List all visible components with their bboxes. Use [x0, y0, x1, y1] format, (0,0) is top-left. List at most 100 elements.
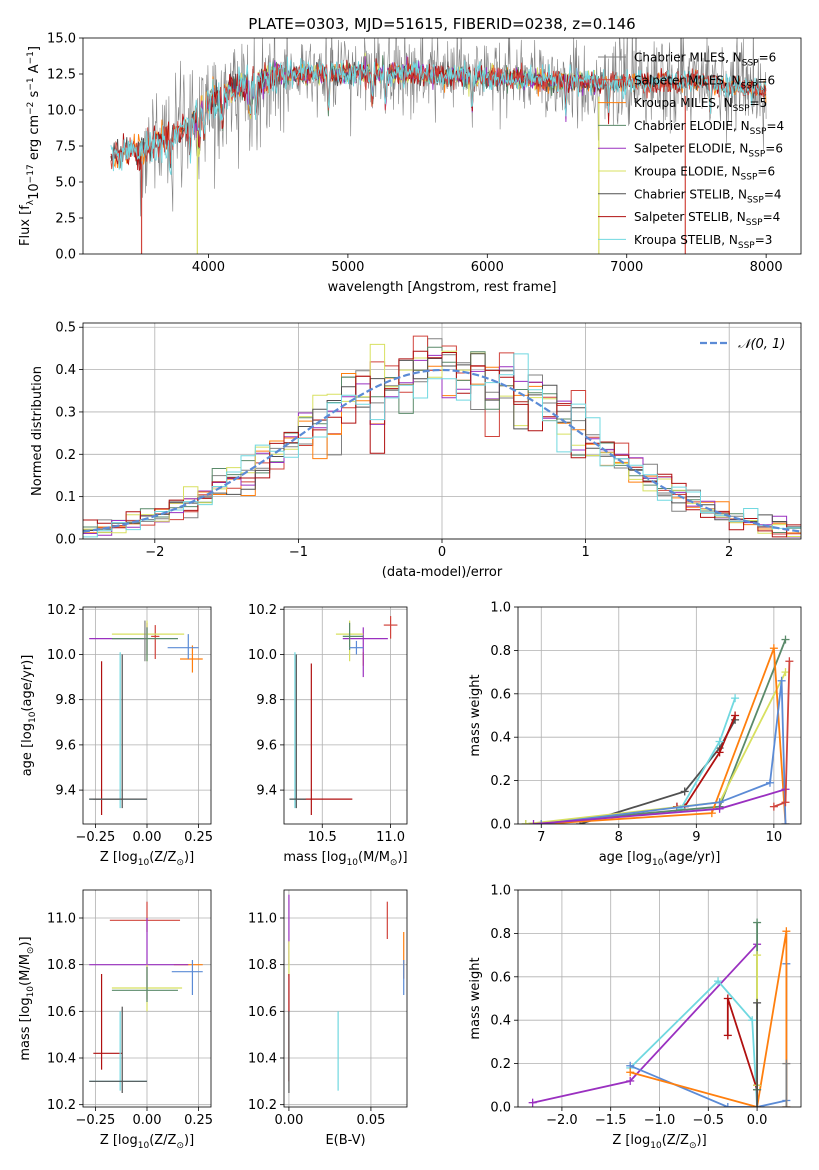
mass-vs-EBV-points: [288, 894, 405, 1093]
y-tick-label: 10.2: [47, 1098, 76, 1113]
legend-label-part: SSP: [741, 81, 758, 91]
y-tick-label: 0.1: [55, 490, 76, 505]
age-vs-mass-xlabel-part: )]: [397, 850, 407, 865]
y-tick-label: 10.0: [47, 648, 76, 663]
weight-vs-Z-series: [528, 918, 791, 1107]
legend-label: Kroupa MILES, NSSP=5: [634, 96, 767, 114]
x-tick-label: −1: [289, 545, 308, 560]
residual-series-group: [83, 335, 801, 538]
y-tick-label: 9.6: [256, 738, 277, 753]
spectrum-panel: 4000 5000 6000 7000 8000 0.0 2.5 5.0 7.5 10.0 12.5…: [18, 32, 802, 295]
legend-label-normal: 𝒩(0, 1): [738, 337, 785, 352]
x-tick-label: 0.0: [747, 1113, 768, 1128]
x-tick-label: 0.00: [133, 1113, 162, 1128]
mass-vs-Z-ylabel-part: (M/M: [18, 954, 33, 986]
y-tick-label: 0.6: [490, 687, 511, 702]
legend-label: Salpeter STELIB, NSSP=4: [634, 210, 780, 228]
x-tick-label: 0.25: [184, 830, 213, 845]
age-vs-z-panel: −0.25 0.00 0.259.49.69.810.010.2Z [log10(Z…: [20, 603, 213, 868]
weight-vs-z-panel: −2.0 −1.5 −1.0 −0.5 0.0 0.0 0.2 0.4 0.6 0.8 1.0 Z […: [468, 884, 802, 1151]
weight-vs-Z-xlabel-part: ⊙: [689, 1141, 697, 1151]
mass-vs-Z-xlabel-part: Z [log: [100, 1133, 138, 1148]
legend-label-part: SSP: [750, 127, 767, 137]
x-tick-label: −0.25: [75, 1113, 115, 1128]
mass-vs-Z-xlabel: Z [log10(Z/Z⊙)]: [100, 1133, 194, 1151]
y-tick-label: 0.6: [490, 970, 511, 985]
mass-vs-EBV-xlabel: E(B-V): [325, 1133, 365, 1148]
x-tick-label: 0.25: [184, 1113, 213, 1128]
legend-label-part: Kroupa STELIB, N: [634, 233, 738, 247]
age-vs-Z-xlabel: Z [log10(Z/Z⊙)]: [100, 850, 194, 868]
weight-line-kroupa-stelib: [629, 979, 758, 1107]
y-tick-label: 10.8: [47, 958, 76, 973]
x-tick-label: 4000: [192, 260, 225, 275]
legend-label: Chabrier STELIB, NSSP=4: [634, 187, 782, 205]
y-tick-label: 0.2: [490, 774, 511, 789]
y-tick-label: 10.6: [248, 1005, 277, 1020]
x-tick-label: 0.00: [133, 830, 162, 845]
legend-label: Kroupa STELIB, NSSP=3: [634, 233, 772, 251]
axes-frame: [82, 322, 802, 540]
spectrum-ylabel-part: −17: [26, 164, 36, 183]
spectrum-ylabel-part: −1: [26, 51, 36, 64]
y-tick-label: 0.0: [490, 818, 511, 833]
spectrum-line-chabrier-miles: [138, 38, 767, 217]
age-vs-mass-xlabel-part: 10: [347, 858, 359, 868]
legend-label-part: Salpeter ELODIE, N: [634, 142, 748, 156]
legend-label-part: =6: [757, 165, 775, 179]
y-tick-label: 9.6: [55, 738, 76, 753]
legend-label: Salpeter MILES, NSSP=6: [634, 73, 775, 91]
age-vs-mass-xlabel-part: ⊙: [390, 858, 398, 868]
y-tick-label: 0.8: [490, 644, 511, 659]
weight-line-salpeter-elodie: [532, 943, 758, 1104]
legend-label-part: SSP: [748, 150, 765, 160]
y-tick-label: 0.4: [490, 1014, 511, 1029]
legend-label-part: Salpeter MILES, N: [634, 73, 741, 87]
spectrum-line-salpeter-miles: [110, 57, 767, 170]
y-tick-label: 7.5: [55, 140, 76, 155]
age-vs-Z-ylabel-part: age [log: [20, 723, 35, 776]
mass-vs-Z-ylabel-part: )]: [18, 936, 33, 946]
weight-vs-Z-xlabel-part: Z [log: [612, 1133, 650, 1148]
legend-label-part: =4: [764, 187, 782, 201]
y-tick-label: 11.0: [248, 912, 277, 927]
legend-label-part: Chabrier ELODIE, N: [634, 119, 750, 133]
age-vs-mass-xlabel-part: (M/M: [358, 850, 390, 865]
x-tick-label: 0.00: [274, 1113, 303, 1128]
x-tick-label: 10: [766, 830, 783, 845]
axes-frame: [283, 889, 408, 1108]
legend-label-part: =4: [763, 210, 781, 224]
x-tick-label: 8000: [750, 260, 783, 275]
y-tick-label: 10.0: [248, 648, 277, 663]
legend-label-part: Kroupa MILES, N: [634, 96, 733, 110]
mass-vs-Z-ylabel: mass [log10(M/M⊙)]: [18, 936, 36, 1060]
spectrum-ylabel-part: s: [27, 90, 42, 101]
age-vs-Z-xlabel-part: ⊙: [176, 858, 184, 868]
weight-vs-Z-ylabel: mass weight: [468, 957, 483, 1039]
mass-vs-ebv-panel: 0.00 0.05 10.2 10.4 10.6 10.8 11.0 E(B-V): [248, 889, 408, 1148]
weight-line-normal: [541, 680, 787, 824]
y-tick-label: 9.4: [55, 784, 76, 799]
spectrum-xlabel: wavelength [Angstrom, rest frame]: [328, 280, 557, 295]
axes-frame: [517, 606, 802, 825]
age-vs-Z-xlabel-part: Z [log: [100, 850, 138, 865]
legend-label-part: =6: [765, 142, 783, 156]
residuals-ylabel: Normed distribution: [30, 366, 45, 496]
y-tick-label: 10.2: [248, 603, 277, 618]
spectrum-ylabel-part: −1: [26, 77, 36, 90]
mass-vs-Z-xlabel-part: ⊙: [176, 1141, 184, 1151]
residuals-xlabel: (data-model)/error: [382, 565, 503, 580]
legend-label: Salpeter ELODIE, NSSP=6: [634, 142, 783, 160]
x-tick-label: 11.0: [376, 830, 405, 845]
legend-label-part: SSP: [746, 218, 763, 228]
axes-frame: [82, 606, 212, 825]
residuals-legend: 𝒩(0, 1): [700, 337, 785, 352]
legend-label-part: Salpeter STELIB, N: [634, 210, 746, 224]
y-tick-label: 10.4: [47, 1052, 76, 1067]
x-tick-label: −0.5: [693, 1113, 725, 1128]
y-tick-label: 9.8: [256, 693, 277, 708]
axes-frame: [283, 606, 408, 825]
